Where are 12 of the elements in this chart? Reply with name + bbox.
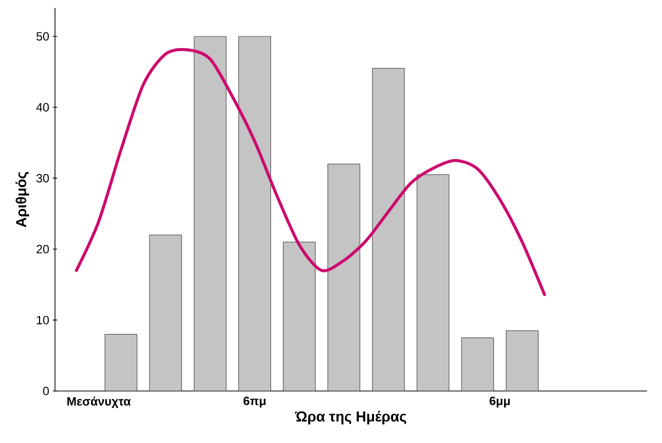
y-tick-label: 0 (43, 386, 49, 396)
x-tick-label: 6μμ (490, 396, 510, 408)
x-tick-label: Μεσάνυχτα (67, 396, 131, 408)
y-axis-title: Αριθμός (16, 172, 30, 228)
line-series (74, 48, 546, 296)
y-tick-label: 40 (36, 103, 49, 112)
y-tick-label: 20 (36, 244, 49, 254)
x-tick-label: 6πμ (244, 396, 266, 408)
y-tick-label: 10 (36, 316, 49, 324)
x-axis-title: Ώρα της Ημέρας (294, 410, 406, 424)
y-tick-label: 30 (36, 174, 49, 182)
y-tick-label: 50 (36, 32, 49, 41)
